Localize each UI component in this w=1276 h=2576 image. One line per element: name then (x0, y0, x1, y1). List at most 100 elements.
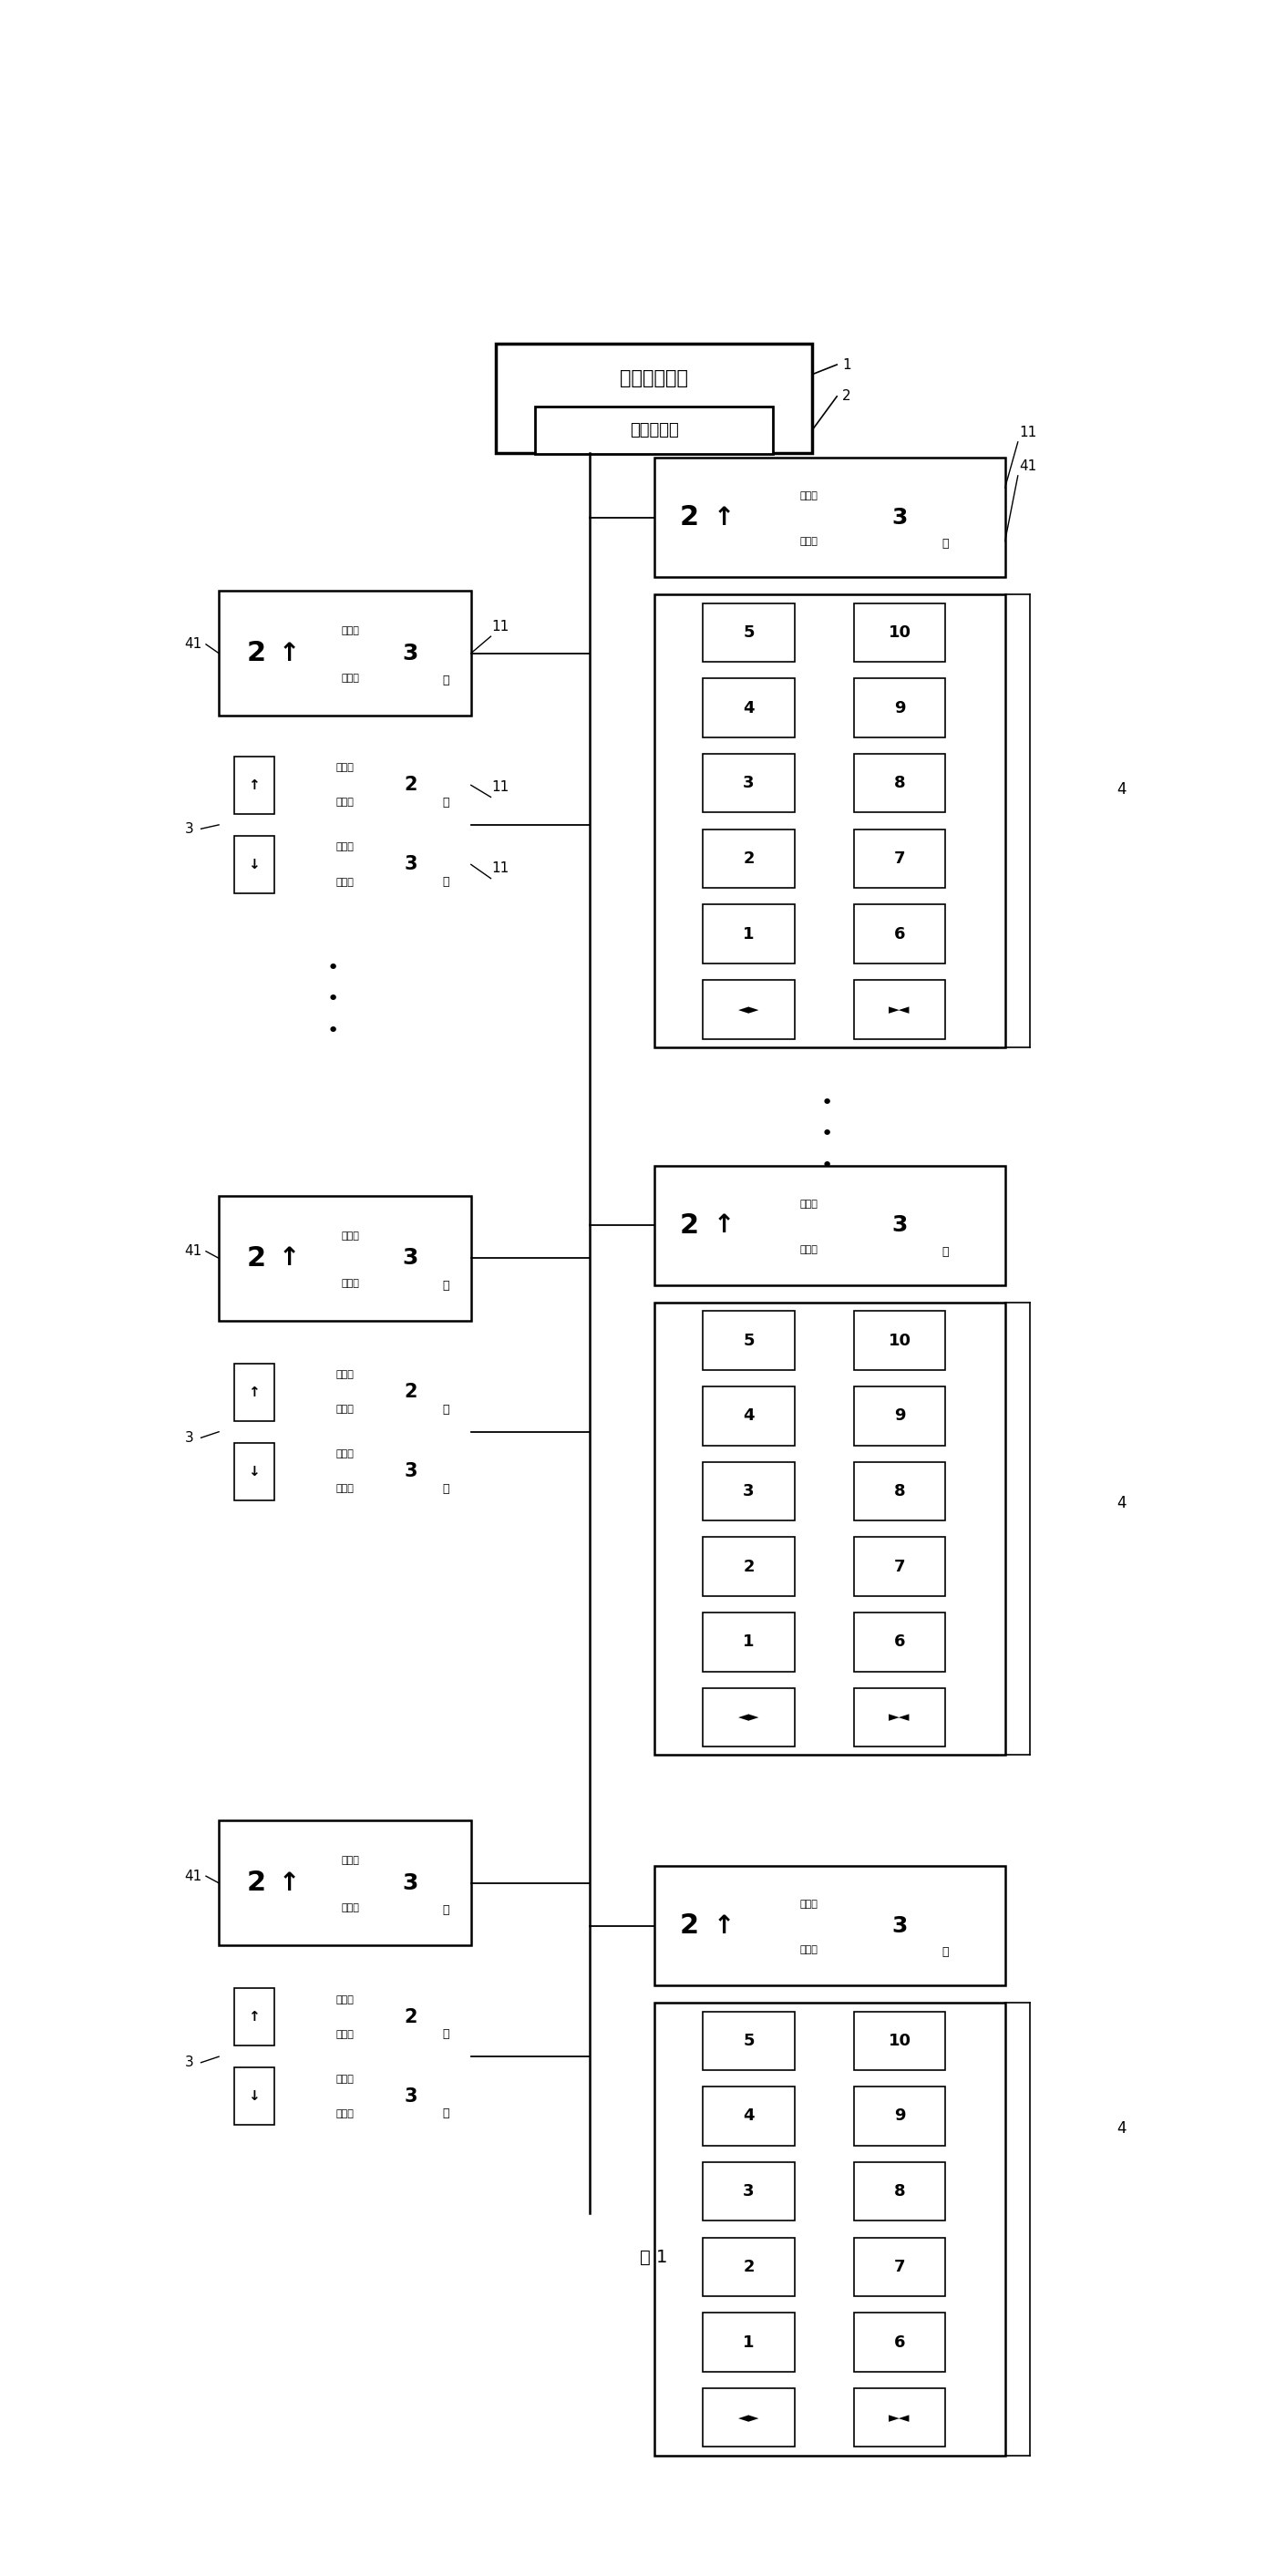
Text: 记总数: 记总数 (336, 2030, 353, 2040)
Text: 5: 5 (743, 1332, 754, 1350)
Bar (653, 1865, 1005, 1986)
Text: 6: 6 (894, 2334, 906, 2349)
Bar (234, 1443, 274, 1499)
Text: ►◄: ►◄ (889, 2411, 910, 2424)
Text: 3: 3 (892, 1213, 907, 1236)
Text: 3: 3 (402, 1873, 419, 1893)
Text: 上行登: 上行登 (336, 1370, 353, 1378)
Bar (703, 1386, 795, 1445)
Text: 上行登: 上行登 (341, 626, 359, 636)
Bar (703, 2313, 795, 2372)
Bar (854, 1687, 946, 1747)
Bar (854, 1311, 946, 1370)
Text: 2: 2 (248, 1870, 267, 1896)
Text: 记总数: 记总数 (799, 1945, 818, 1955)
Bar (854, 755, 946, 811)
Bar (854, 904, 946, 963)
Text: 2: 2 (679, 1911, 699, 1940)
Bar (854, 829, 946, 889)
Text: 9: 9 (894, 701, 906, 716)
Text: 上行登: 上行登 (336, 762, 353, 773)
Text: 记总数: 记总数 (336, 799, 353, 806)
Bar (854, 1463, 946, 1520)
Text: ↑: ↑ (713, 1914, 735, 1940)
Text: ↑: ↑ (279, 641, 300, 667)
Text: 41: 41 (184, 636, 202, 652)
Bar (854, 2012, 946, 2071)
Text: 下行登: 下行登 (336, 1450, 353, 1458)
Bar (703, 677, 795, 737)
Bar (234, 1363, 274, 1422)
Text: 2: 2 (248, 639, 267, 667)
Text: 上行登: 上行登 (799, 492, 818, 500)
Text: 5: 5 (743, 2032, 754, 2048)
Text: 站: 站 (942, 538, 949, 549)
Bar (495, 343, 812, 453)
Bar (703, 603, 795, 662)
Text: 站: 站 (443, 1280, 449, 1291)
Bar (854, 2087, 946, 2146)
Text: 站: 站 (443, 876, 449, 889)
Text: 7: 7 (894, 1558, 906, 1574)
Text: ↓: ↓ (249, 858, 260, 871)
Text: 7: 7 (894, 2259, 906, 2275)
Text: 站: 站 (942, 1945, 949, 1958)
Text: ►◄: ►◄ (889, 1710, 910, 1723)
Text: ↑: ↑ (249, 1386, 260, 1399)
Text: 2: 2 (404, 2007, 417, 2027)
Text: 1: 1 (743, 925, 754, 943)
Text: ►◄: ►◄ (889, 1002, 910, 1015)
Text: 3: 3 (185, 822, 194, 835)
Text: 1: 1 (743, 1633, 754, 1651)
Text: 站: 站 (942, 1247, 949, 1257)
Text: 3: 3 (185, 2056, 194, 2069)
Text: •: • (327, 989, 338, 1007)
Text: 下行登: 下行登 (336, 842, 353, 853)
Text: 2: 2 (404, 775, 417, 793)
Text: 4: 4 (1116, 2120, 1127, 2136)
Text: 上行登: 上行登 (341, 1231, 359, 1239)
Bar (703, 2388, 795, 2447)
Text: 站: 站 (443, 675, 449, 688)
Text: •: • (327, 958, 338, 976)
Bar (703, 755, 795, 811)
Text: 8: 8 (894, 1484, 906, 1499)
Text: 记总数: 记总数 (336, 2110, 353, 2117)
Text: 下行登: 下行登 (336, 2074, 353, 2084)
Text: 41: 41 (184, 1244, 202, 1257)
Text: 3: 3 (743, 2184, 754, 2200)
Text: 记总数: 记总数 (341, 675, 359, 683)
Bar (234, 757, 274, 814)
Text: 记总数: 记总数 (336, 1484, 353, 1494)
Bar (653, 595, 1005, 1046)
Text: 4: 4 (743, 2107, 754, 2125)
Text: 上行登: 上行登 (799, 1899, 818, 1909)
Text: 9: 9 (894, 2107, 906, 2125)
Text: 11: 11 (1020, 425, 1036, 438)
Text: 2: 2 (743, 2259, 754, 2275)
Text: ↑: ↑ (249, 2009, 260, 2025)
Text: 站: 站 (443, 2107, 449, 2120)
Text: 站: 站 (443, 1484, 449, 1494)
Text: 记总数: 记总数 (341, 1278, 359, 1288)
Text: 2: 2 (679, 505, 699, 531)
Bar (653, 1303, 1005, 1754)
Bar (854, 1538, 946, 1597)
Bar (653, 459, 1005, 577)
Text: 4: 4 (743, 1406, 754, 1425)
Text: 记总数: 记总数 (336, 1404, 353, 1414)
Text: 8: 8 (894, 2184, 906, 2200)
Bar (653, 1167, 1005, 1285)
Text: 3: 3 (185, 1430, 194, 1445)
Bar (234, 837, 274, 894)
Text: 记总数: 记总数 (336, 878, 353, 886)
Text: 显示控制部: 显示控制部 (629, 422, 679, 438)
Text: ↑: ↑ (713, 505, 735, 531)
Bar (854, 979, 946, 1038)
Text: 3: 3 (402, 1247, 419, 1270)
Text: •: • (327, 1023, 338, 1041)
Bar (234, 2069, 274, 2125)
Bar (854, 1386, 946, 1445)
Bar (703, 829, 795, 889)
Bar (703, 1687, 795, 1747)
